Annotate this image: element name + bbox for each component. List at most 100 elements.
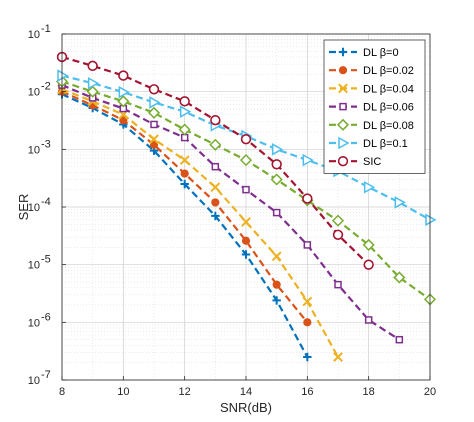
legend-label: DL β=0.02 [363, 65, 414, 77]
data-point [271, 159, 282, 170]
x-tick-label: 16 [301, 386, 313, 398]
legend-label: DL β=0.1 [363, 138, 408, 150]
data-point [210, 182, 221, 193]
data-point [86, 85, 99, 98]
data-point [179, 155, 190, 166]
series-2 [57, 84, 343, 362]
data-point [270, 173, 283, 186]
x-tick-label: 8 [59, 386, 65, 398]
data-point [149, 134, 159, 145]
y-tick-exponent: -5 [41, 254, 51, 266]
data-point [271, 143, 284, 156]
data-point [211, 162, 220, 171]
data-point [302, 193, 313, 204]
y-tick-exponent: -3 [41, 138, 51, 150]
series-line [61, 84, 400, 341]
series-3 [58, 81, 404, 344]
data-point [272, 280, 281, 289]
y-tick-exponent: -7 [41, 369, 51, 381]
data-point [119, 116, 128, 125]
data-point [363, 259, 374, 270]
legend: DL β=0 DL β=0.02 DL β=0.04 DL β=0.06 DL β=0.… [323, 39, 426, 174]
series-layer [55, 51, 437, 362]
data-point [178, 123, 191, 136]
data-point [332, 229, 344, 240]
data-point [241, 217, 251, 227]
series-6 [56, 51, 374, 270]
data-point [117, 95, 130, 108]
y-axis-label: SER [16, 194, 31, 221]
data-point [302, 296, 313, 307]
y-tick-exponent: -1 [41, 23, 51, 35]
data-point [241, 236, 251, 245]
data-point [57, 69, 69, 82]
data-point [211, 211, 220, 221]
data-point [180, 179, 189, 189]
data-point [179, 105, 192, 118]
legend-entry: DL β=0 [329, 47, 399, 59]
data-point [147, 106, 161, 119]
y-tick-exponent: -2 [41, 81, 51, 93]
y-tick-label: 10 [28, 87, 40, 99]
data-point [241, 250, 251, 259]
data-point [271, 251, 282, 262]
legend-label: DL β=0.04 [363, 83, 414, 95]
legend-entry: SIC [329, 156, 381, 168]
legend-label: DL β=0 [363, 47, 399, 59]
data-point [394, 196, 406, 209]
data-point [302, 153, 314, 167]
y-tick-label: 10 [28, 202, 40, 214]
x-tick-label: 20 [424, 386, 436, 398]
data-point [209, 138, 222, 151]
legend-marker [338, 136, 350, 150]
y-tick-label: 10 [28, 317, 40, 329]
data-point [148, 84, 160, 95]
legend-marker [336, 118, 350, 131]
series-line [61, 88, 339, 358]
x-tick-label: 18 [363, 386, 375, 398]
data-point [334, 280, 342, 289]
data-point [393, 271, 406, 284]
data-point [87, 76, 100, 90]
data-point [303, 241, 312, 249]
data-point [333, 352, 343, 362]
data-point [149, 140, 159, 149]
data-point [425, 213, 437, 227]
y-tick-exponent: -6 [41, 311, 51, 323]
legend-entry: DL β=0.08 [329, 118, 414, 132]
data-point [210, 115, 221, 126]
legend-marker [338, 66, 348, 75]
data-point [363, 180, 376, 194]
data-point [272, 208, 281, 217]
y-tick-label: 10 [28, 375, 40, 387]
data-point [242, 185, 250, 194]
x-tick-label: 12 [179, 386, 191, 398]
legend-marker [339, 102, 347, 111]
legend-entry: DL β=0.06 [329, 102, 414, 114]
legend-entry: DL β=0.02 [329, 65, 414, 77]
y-tick-label: 10 [28, 29, 40, 41]
legend-label: DL β=0.08 [363, 120, 414, 132]
data-point [239, 154, 253, 167]
data-point [362, 238, 375, 251]
y-tick-label: 10 [28, 260, 40, 272]
legend-entry: DL β=0.1 [329, 136, 408, 150]
legend-label: DL β=0.06 [363, 102, 414, 114]
legend-marker [337, 156, 349, 167]
data-point [150, 120, 158, 129]
y-tick-label: 10 [28, 144, 40, 156]
x-tick-label: 10 [117, 386, 129, 398]
data-point [179, 96, 190, 107]
data-point [364, 316, 373, 324]
legend-entry: DL β=0.04 [329, 83, 414, 95]
data-point [272, 296, 281, 305]
x-tick-label: 14 [240, 386, 252, 398]
data-point [180, 169, 189, 178]
x-axis-label: SNR(dB) [220, 400, 272, 415]
data-point [240, 133, 252, 145]
y-tick-exponent: -4 [41, 196, 51, 208]
data-point [303, 352, 312, 362]
data-point [87, 60, 98, 72]
